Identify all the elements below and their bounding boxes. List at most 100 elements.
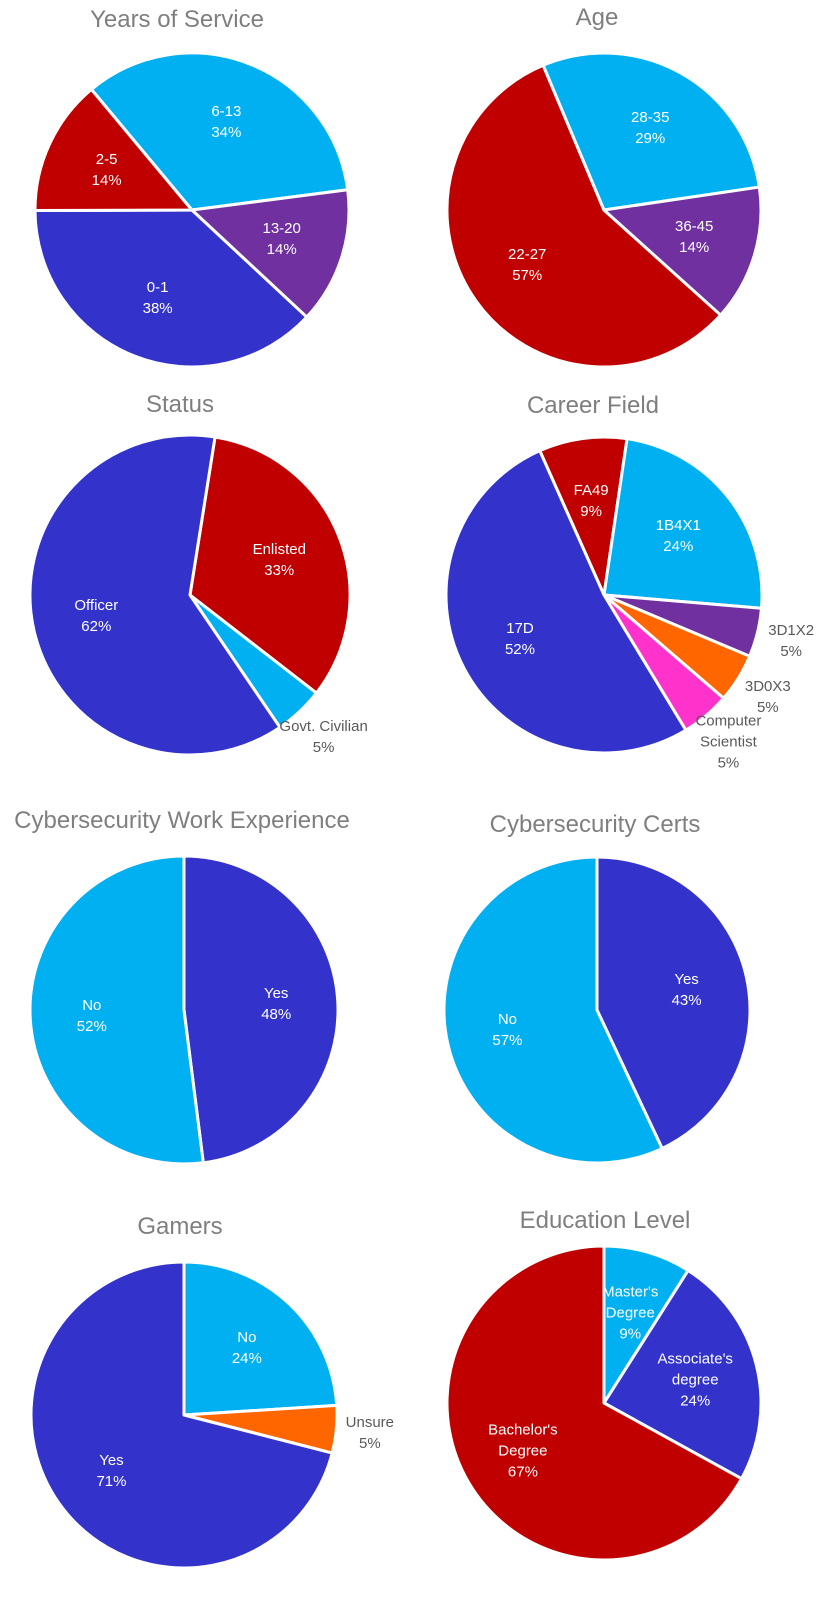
label-category: Yes bbox=[674, 970, 699, 988]
label-category: 36-45 bbox=[674, 218, 714, 236]
pie-slice bbox=[442, 855, 664, 1165]
label-category: 22-27 bbox=[508, 245, 547, 263]
pie-slice bbox=[538, 435, 629, 597]
label-value: 48% bbox=[261, 1006, 292, 1024]
label-value: 9% bbox=[619, 1325, 642, 1343]
label-value: 71% bbox=[96, 1473, 127, 1491]
pie-slice bbox=[444, 449, 688, 755]
data-label: Bachelor's Degree 67% bbox=[477, 1419, 569, 1482]
chart-title: Gamers bbox=[137, 1213, 223, 1240]
pie-slice bbox=[602, 1268, 763, 1481]
label-value: 52% bbox=[76, 1017, 107, 1035]
label-category: 6-13 bbox=[211, 103, 242, 121]
label-category: No bbox=[237, 1329, 257, 1347]
chart-title: Age bbox=[575, 4, 619, 31]
chart-title: Cybersecurity Certs bbox=[489, 811, 701, 838]
pie-slice bbox=[595, 855, 752, 1150]
label-category: 3D0X3 bbox=[744, 677, 791, 695]
pie-slice bbox=[182, 1260, 339, 1417]
label-category: Bachelor's Degree bbox=[488, 1421, 558, 1460]
pie-slice bbox=[90, 51, 350, 212]
label-category: Master's Degree bbox=[602, 1283, 659, 1322]
data-label: Yes 48% bbox=[230, 983, 322, 1025]
label-value: 24% bbox=[231, 1350, 262, 1368]
label-value: 38% bbox=[142, 299, 173, 317]
pie-slice bbox=[33, 208, 309, 369]
label-value: 14% bbox=[266, 240, 297, 258]
label-category: 1B4X1 bbox=[655, 517, 701, 535]
label-category: Govt. Civilian bbox=[279, 718, 368, 736]
data-label: 22-27 57% bbox=[481, 244, 573, 286]
label-category: 28-35 bbox=[631, 108, 670, 126]
label-category: No bbox=[82, 996, 102, 1014]
data-label: Unsure 5% bbox=[324, 1412, 416, 1454]
data-label: 2-5 14% bbox=[61, 149, 153, 191]
chart-title: Education Level bbox=[519, 1207, 691, 1234]
chart-title: Career Field bbox=[526, 392, 660, 419]
data-label: 28-35 29% bbox=[604, 107, 696, 149]
data-label: No 57% bbox=[461, 1009, 553, 1051]
label-category: 2-5 bbox=[95, 151, 118, 169]
pie-slice bbox=[28, 433, 282, 757]
label-value: 14% bbox=[679, 239, 710, 257]
pie-slice bbox=[33, 87, 194, 213]
label-category: Yes bbox=[263, 985, 289, 1003]
label-value: 5% bbox=[780, 642, 803, 660]
label-value: 9% bbox=[580, 503, 602, 521]
label-category: 13-20 bbox=[262, 219, 301, 237]
chart-title: Cybersecurity Work Experience bbox=[14, 807, 350, 834]
pie-slice bbox=[28, 854, 205, 1166]
label-value: 24% bbox=[680, 1392, 711, 1410]
data-label: 3D0X3 5% bbox=[722, 676, 814, 718]
pie-slice bbox=[188, 435, 352, 695]
data-label: Enlisted 33% bbox=[233, 539, 325, 581]
pie-slice bbox=[190, 188, 351, 319]
label-category: Associate's degree bbox=[657, 1350, 733, 1389]
data-label: 0-1 38% bbox=[112, 277, 204, 319]
label-category: 0-1 bbox=[146, 278, 169, 296]
label-value: 52% bbox=[504, 640, 535, 658]
pie-slice bbox=[602, 185, 763, 317]
label-category: Officer bbox=[74, 596, 119, 614]
data-label: FA49 9% bbox=[545, 480, 637, 522]
chart-title: Status bbox=[145, 391, 215, 418]
pie-slice bbox=[602, 437, 764, 610]
label-value: 5% bbox=[358, 1434, 381, 1452]
pie-slice bbox=[445, 63, 723, 369]
data-label: 13-20 14% bbox=[236, 218, 328, 260]
label-value: 43% bbox=[671, 991, 702, 1009]
data-label: No 52% bbox=[46, 995, 138, 1037]
label-value: 62% bbox=[81, 617, 112, 635]
data-label: Master's Degree 9% bbox=[584, 1281, 676, 1344]
label-value: 5% bbox=[312, 739, 335, 757]
data-label: 3D1X2 5% bbox=[745, 620, 832, 662]
pie-slice bbox=[602, 1244, 690, 1405]
pie-slice bbox=[541, 51, 761, 212]
data-label: Yes 71% bbox=[65, 1450, 157, 1492]
data-label: 6-13 34% bbox=[180, 101, 272, 143]
label-value: 57% bbox=[492, 1032, 523, 1050]
data-label: 17D 52% bbox=[474, 618, 566, 660]
data-label: 1B4X1 24% bbox=[632, 515, 724, 557]
label-value: 5% bbox=[717, 754, 740, 772]
data-label: Associate's degree 24% bbox=[649, 1348, 741, 1411]
label-category: FA49 bbox=[573, 482, 609, 500]
data-label: Officer 62% bbox=[50, 595, 142, 637]
label-value: 34% bbox=[211, 124, 242, 142]
label-category: 3D1X2 bbox=[768, 621, 815, 639]
label-category: Enlisted bbox=[252, 540, 306, 558]
data-label: Yes 43% bbox=[641, 969, 733, 1011]
pie-slice bbox=[445, 1244, 744, 1562]
label-value: 67% bbox=[507, 1463, 538, 1481]
label-value: 5% bbox=[756, 698, 779, 716]
data-label: No 24% bbox=[201, 1327, 293, 1369]
label-value: 33% bbox=[264, 561, 295, 579]
data-label: Govt. Civilian 5% bbox=[278, 716, 370, 758]
label-category: Yes bbox=[99, 1452, 124, 1470]
label-value: 14% bbox=[91, 172, 122, 190]
pie-slice bbox=[182, 854, 340, 1165]
label-value: 24% bbox=[663, 538, 694, 556]
label-category: 17D bbox=[506, 619, 534, 637]
